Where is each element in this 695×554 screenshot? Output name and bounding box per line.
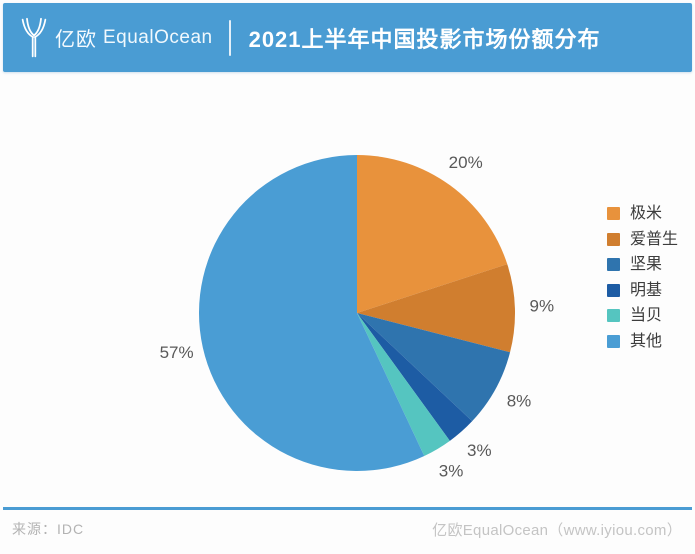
legend-label: 爱普生 <box>630 230 679 248</box>
legend-swatch <box>607 258 620 271</box>
legend-item-极米: 极米 <box>607 205 678 222</box>
header-banner: 亿欧 EqualOcean 2021上半年中国投影市场份额分布 <box>3 3 692 72</box>
legend-label: 其他 <box>630 332 663 350</box>
pie-data-label-坚果: 8% <box>507 392 532 411</box>
legend-item-爱普生: 爱普生 <box>607 231 678 248</box>
pie-slice-明基 <box>357 313 473 441</box>
brand-name-en: EqualOcean <box>103 26 213 48</box>
pie-slice-当贝 <box>357 313 450 456</box>
legend-swatch <box>607 207 620 220</box>
pie-data-label-极米: 20% <box>449 153 483 172</box>
pie-slice-极米 <box>357 155 508 313</box>
legend-item-明基: 明基 <box>607 282 678 299</box>
footer-divider-line <box>3 507 692 510</box>
legend-item-当贝: 当贝 <box>607 307 678 324</box>
pie-slice-爱普生 <box>357 264 516 353</box>
equalocean-logo-icon <box>20 16 48 60</box>
pie-data-label-其他: 57% <box>160 343 194 362</box>
legend: 极米爱普生坚果明基当贝其他 <box>607 205 678 358</box>
legend-item-坚果: 坚果 <box>607 256 678 273</box>
source-label: 来源：IDC <box>12 521 85 537</box>
legend-label: 明基 <box>630 281 663 299</box>
chart-area: 20% 9% 8% 3% 3% 57% <box>0 80 695 500</box>
legend-swatch <box>607 232 620 246</box>
credit-label: 亿欧EqualOcean（www.iyiou.com） <box>432 522 682 539</box>
header-divider <box>228 19 231 56</box>
legend-swatch <box>607 283 620 297</box>
brand: 亿欧 EqualOcean <box>3 16 213 60</box>
pie-data-label-当贝: 3% <box>439 462 464 481</box>
legend-label: 当贝 <box>630 307 663 324</box>
legend-swatch <box>607 334 620 348</box>
legend-item-其他: 其他 <box>607 333 678 350</box>
pie-chart: 20% 9% 8% 3%3% 57% <box>160 153 555 481</box>
pie-data-label-爱普生: 9% <box>530 297 555 316</box>
brand-name-cn: 亿欧 <box>55 29 97 51</box>
pie-slice-坚果 <box>357 313 511 422</box>
pie-slice-其他 <box>198 155 425 471</box>
chart-title: 2021上半年中国投影市场份额分布 <box>248 26 601 52</box>
legend-label: 极米 <box>630 205 663 222</box>
pie-data-label-明基: 3% <box>467 441 492 460</box>
legend-swatch <box>607 309 620 322</box>
legend-label: 坚果 <box>630 256 663 273</box>
